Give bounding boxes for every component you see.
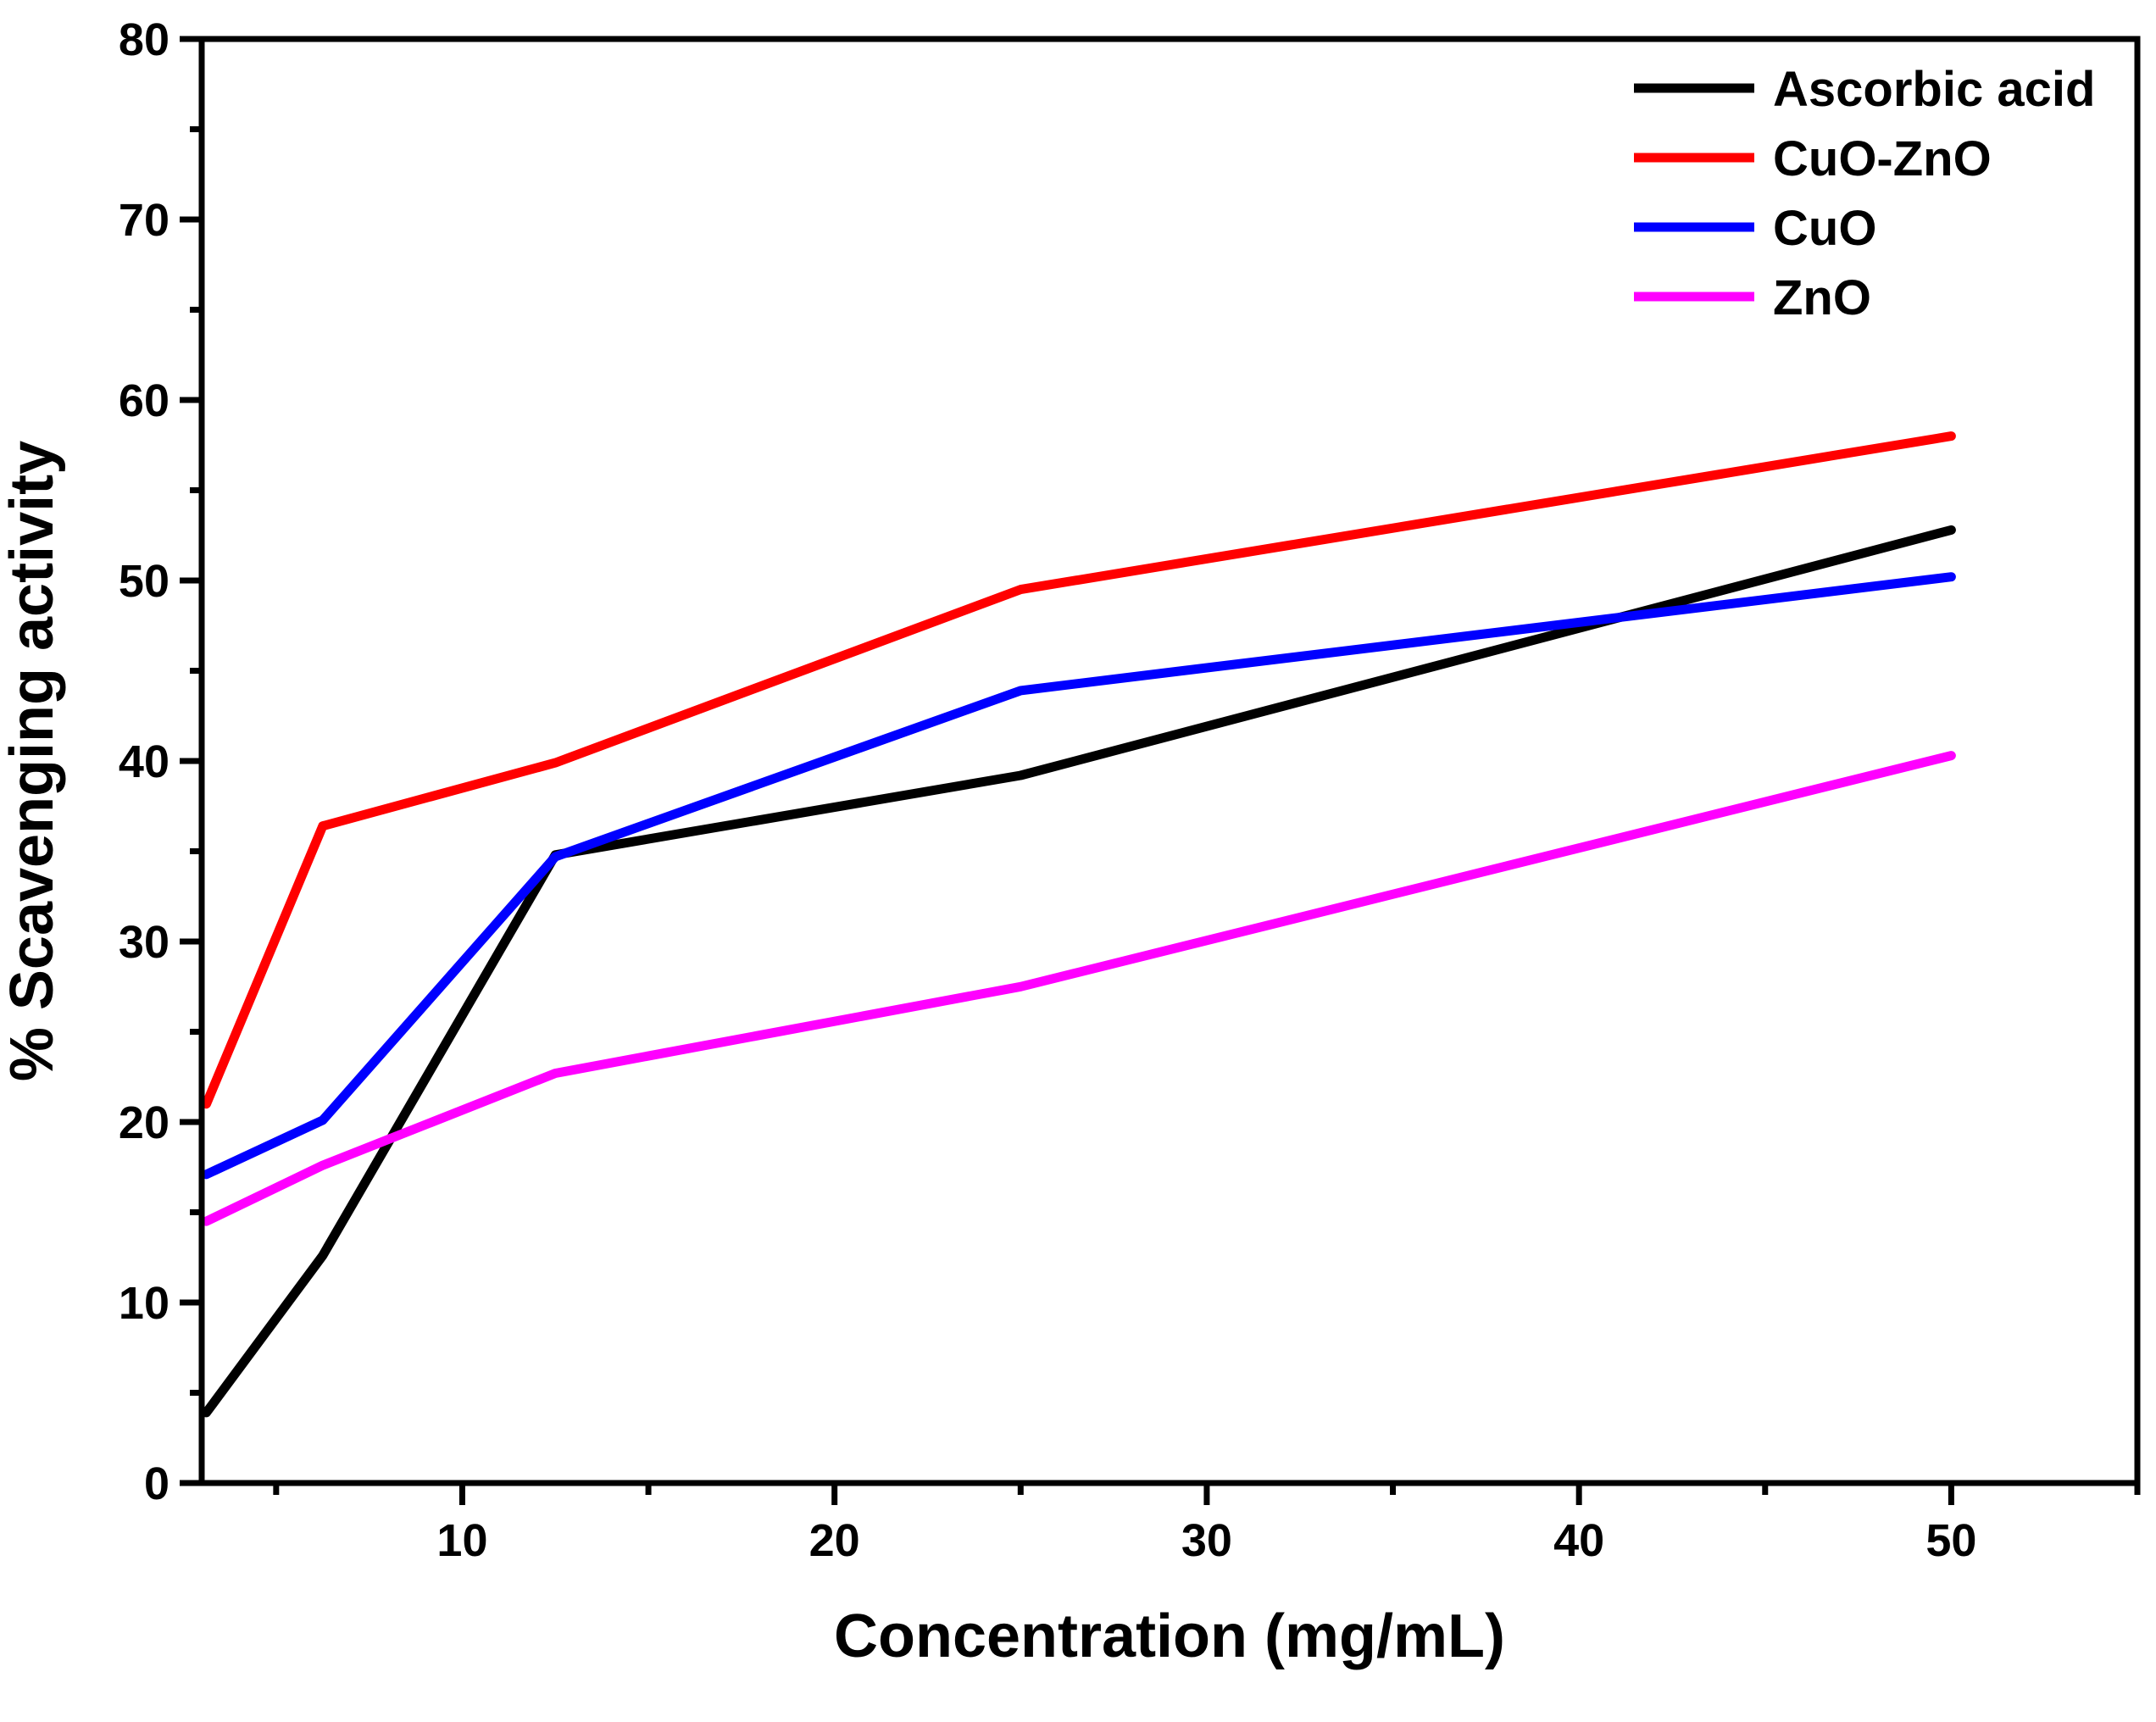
legend-label-ascorbic-acid: Ascorbic acid: [1773, 62, 2095, 117]
x-tick-label: 40: [1553, 1515, 1604, 1566]
axis-ticks: [180, 36, 2141, 1505]
y-axis-title: % Scavenging activity: [0, 441, 66, 1081]
y-tick-label: 50: [119, 556, 169, 607]
series-line-zno: [202, 751, 1956, 1226]
y-tick-label: 30: [119, 917, 169, 968]
x-tick-label: 10: [436, 1515, 487, 1566]
y-tick-label: 60: [119, 375, 169, 426]
y-tick-label: 70: [119, 195, 169, 246]
y-tick-label: 40: [119, 736, 169, 787]
series-lines: [202, 431, 1956, 1418]
axis-tick-labels: 0 10 20 30 40 50 60 70 80 10 20 30 40 50: [119, 14, 1977, 1566]
legend-label-zno: ZnO: [1773, 270, 1871, 325]
series-line-cuo-zno: [202, 431, 1956, 1109]
x-tick-label: 30: [1181, 1515, 1232, 1566]
series-line-cuo: [202, 572, 1956, 1180]
x-tick-label: 20: [809, 1515, 860, 1566]
legend-label-cuo: CuO: [1773, 201, 1876, 256]
x-tick-label: 50: [1925, 1515, 1976, 1566]
y-tick-label: 10: [119, 1278, 169, 1329]
legend-label-cuo-zno: CuO-ZnO: [1773, 131, 1992, 186]
y-tick-label: 20: [119, 1097, 169, 1148]
y-tick-label: 0: [144, 1458, 169, 1509]
legend: Ascorbic acid CuO-ZnO CuO ZnO: [1634, 62, 2095, 325]
x-axis-title: Concentration (mg/mL): [834, 1603, 1505, 1670]
y-tick-label: 80: [119, 14, 169, 65]
